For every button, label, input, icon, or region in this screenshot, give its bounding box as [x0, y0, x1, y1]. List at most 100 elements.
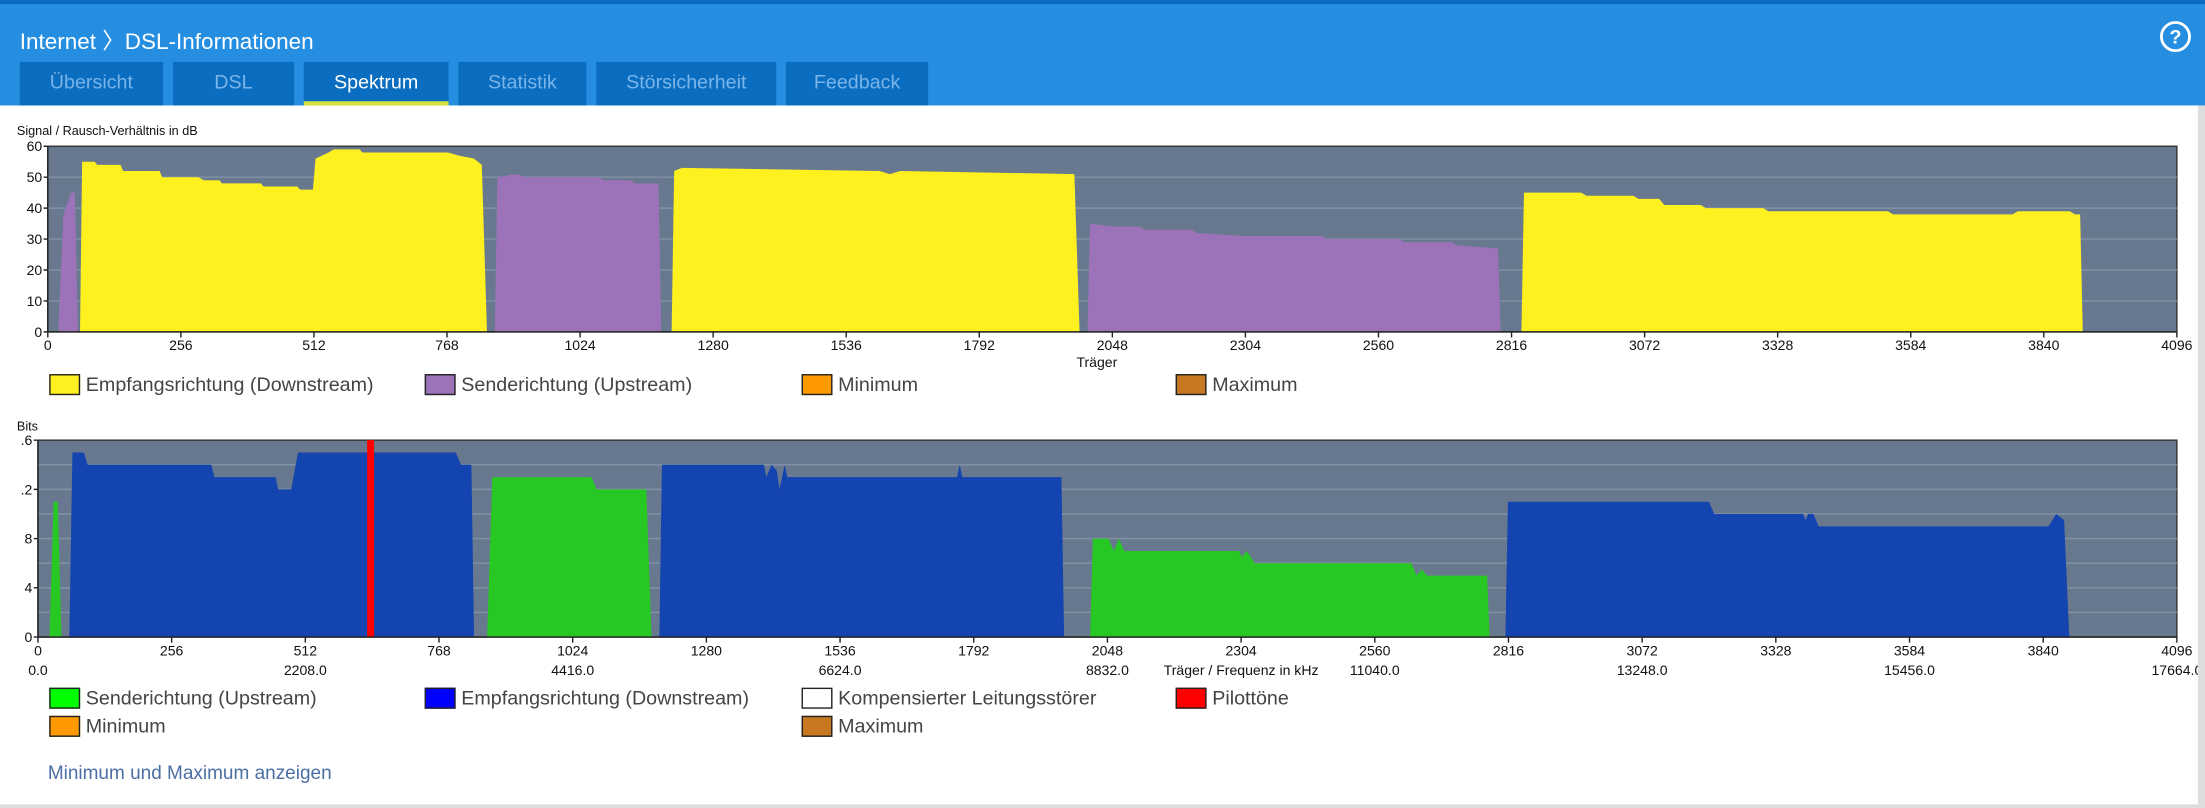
freq-tick-label: 8832.0 [1086, 662, 1129, 678]
x-tick-label: 512 [294, 642, 318, 658]
tab-dsl[interactable]: DSL [172, 61, 294, 106]
legend-swatch [49, 373, 81, 395]
freq-tick-label: 0.0 [28, 662, 48, 678]
legend-label: Empfangsrichtung (Downstream) [461, 686, 750, 709]
legend-bits-minimum: Minimum [49, 714, 166, 737]
x-tick-label: 256 [169, 337, 193, 353]
tab-uebersicht[interactable]: Übersicht [19, 61, 164, 106]
legend-swatch [424, 373, 456, 395]
legend-label: Minimum [85, 714, 166, 737]
x-tick-label: 1280 [691, 642, 722, 658]
y-tick-label: 50 [27, 169, 43, 185]
tab-spektrum[interactable]: Spektrum [303, 61, 449, 106]
help-icon[interactable]: ? [2160, 21, 2191, 53]
x-tick-label: 0 [44, 337, 52, 353]
breadcrumb-current: DSL-Informationen [124, 30, 314, 55]
x-tick-label: 1536 [824, 642, 855, 658]
x-tick-label: 512 [302, 337, 326, 353]
x-tick-label: 1792 [958, 642, 989, 658]
legend-label: Senderichtung (Upstream) [85, 686, 317, 709]
legend-swatch [1175, 686, 1207, 709]
legend-label: Minimum [838, 372, 918, 396]
x-tick-label: 1024 [557, 642, 588, 658]
legend-swatch [801, 715, 833, 737]
x-axis-label: Träger / Frequenz in kHz [1164, 662, 1319, 678]
tab-statistik[interactable]: Statistik [458, 61, 587, 106]
legend-snr-minimum: Minimum [801, 372, 918, 396]
tab-feedback[interactable]: Feedback [786, 61, 929, 106]
x-tick-label: 1536 [831, 337, 862, 353]
legend-label: Maximum [1212, 372, 1298, 396]
series-area-senderichtung-upstream- [58, 192, 78, 332]
series-area-empfangsrichtung-downstream- [1505, 501, 2070, 638]
x-tick-label: 3328 [1762, 337, 1793, 353]
legend-label: Senderichtung (Upstream) [461, 372, 693, 396]
x-tick-label: 3072 [1627, 642, 1658, 658]
x-tick-label: 3072 [1629, 337, 1660, 353]
x-tick-label: 1280 [698, 337, 729, 353]
x-tick-label: 256 [160, 642, 184, 658]
legend-bits-upstream: Senderichtung (Upstream) [49, 686, 317, 709]
y-tick-label: 0 [34, 324, 42, 340]
x-tick-label: 2560 [1363, 337, 1394, 353]
y-tick-label: 8 [25, 531, 33, 547]
x-tick-label: 2304 [1230, 337, 1261, 353]
bits-chart-title: Bits [16, 419, 38, 434]
x-tick-label: 3840 [2028, 642, 2059, 658]
freq-tick-label: 15456.0 [1884, 662, 1935, 678]
x-tick-label: 1024 [564, 337, 595, 353]
freq-tick-label: 6624.0 [819, 662, 862, 678]
x-tick-label: 1792 [964, 337, 995, 353]
legend-swatch [1175, 373, 1207, 395]
x-tick-label: 0 [34, 642, 42, 658]
legend-bits-pilot: Pilottöne [1175, 686, 1289, 709]
y-tick-label: 30 [27, 231, 43, 247]
x-tick-label: 2048 [1092, 642, 1123, 658]
x-tick-label: 4096 [2161, 642, 2192, 658]
freq-tick-label: 2208.0 [284, 662, 327, 678]
freq-tick-label: 13248.0 [1617, 662, 1668, 678]
x-axis-label: Träger [1076, 354, 1117, 370]
breadcrumb-parent[interactable]: Internet [19, 30, 96, 55]
pilot-tone-mark [367, 440, 375, 638]
tab-stoersicherheit[interactable]: Störsicherheit [596, 61, 777, 106]
snr-chart: 0 10 20 30 40 50 60 0 256 512 768 1024 1280 1536 1792 2… [27, 138, 2193, 370]
legend-snr-downstream: Empfangsrichtung (Downstream) [49, 373, 374, 395]
legend-snr-upstream: Senderichtung (Upstream) [424, 372, 693, 396]
series-area-empfangsrichtung-downstream- [1521, 192, 2083, 332]
series-area-senderichtung-upstream- [487, 477, 652, 638]
freq-tick-label: 17664.0 [2151, 662, 2202, 678]
legend-label: Kompensierter Leitungsstörer [838, 686, 1097, 709]
series-area-empfangsrichtung-downstream- [80, 149, 487, 332]
legend-swatch [49, 715, 81, 737]
legend-snr-maximum: Maximum [1175, 372, 1298, 396]
legend-swatch [424, 686, 456, 709]
x-tick-label: 2816 [1496, 337, 1527, 353]
legend-label: Pilottöne [1212, 686, 1289, 709]
series-area-senderichtung-upstream- [1090, 538, 1490, 638]
legend-bits-maximum: Maximum [801, 714, 924, 737]
x-tick-label: 768 [435, 337, 459, 353]
series-area-senderichtung-upstream- [49, 501, 62, 638]
freq-tick-label: 11040.0 [1350, 662, 1400, 678]
series-area-empfangsrichtung-downstream- [659, 464, 1065, 638]
series-area-empfangsrichtung-downstream- [671, 167, 1080, 332]
x-tick-label: 3584 [1894, 642, 1925, 658]
breadcrumb: Internet 〉DSL-Informationen [20, 23, 314, 57]
legend-label: Maximum [838, 714, 924, 737]
freq-tick-label: 4416.0 [551, 662, 594, 678]
series-area-senderichtung-upstream- [1087, 223, 1501, 332]
scrollbar[interactable] [2197, 105, 2205, 806]
y-tick-label: .2 [21, 481, 33, 497]
y-tick-label: 20 [27, 262, 43, 278]
snr-chart-title: Signal / Rausch-Verhältnis in dB [16, 123, 198, 138]
breadcrumb-separator: 〉 [102, 30, 125, 55]
x-tick-label: 3840 [2028, 337, 2059, 353]
x-tick-label: 2048 [1097, 337, 1128, 353]
legend-swatch [801, 686, 833, 709]
x-tick-label: 3584 [1895, 337, 1926, 353]
bits-chart: 0 4 8 .2 .6 0 256 512 768 1024 1280 1536 1792 2048 230… [21, 432, 2203, 678]
x-tick-label: 3328 [1760, 642, 1791, 658]
show-min-max-link[interactable]: Minimum und Maximum anzeigen [47, 762, 332, 784]
